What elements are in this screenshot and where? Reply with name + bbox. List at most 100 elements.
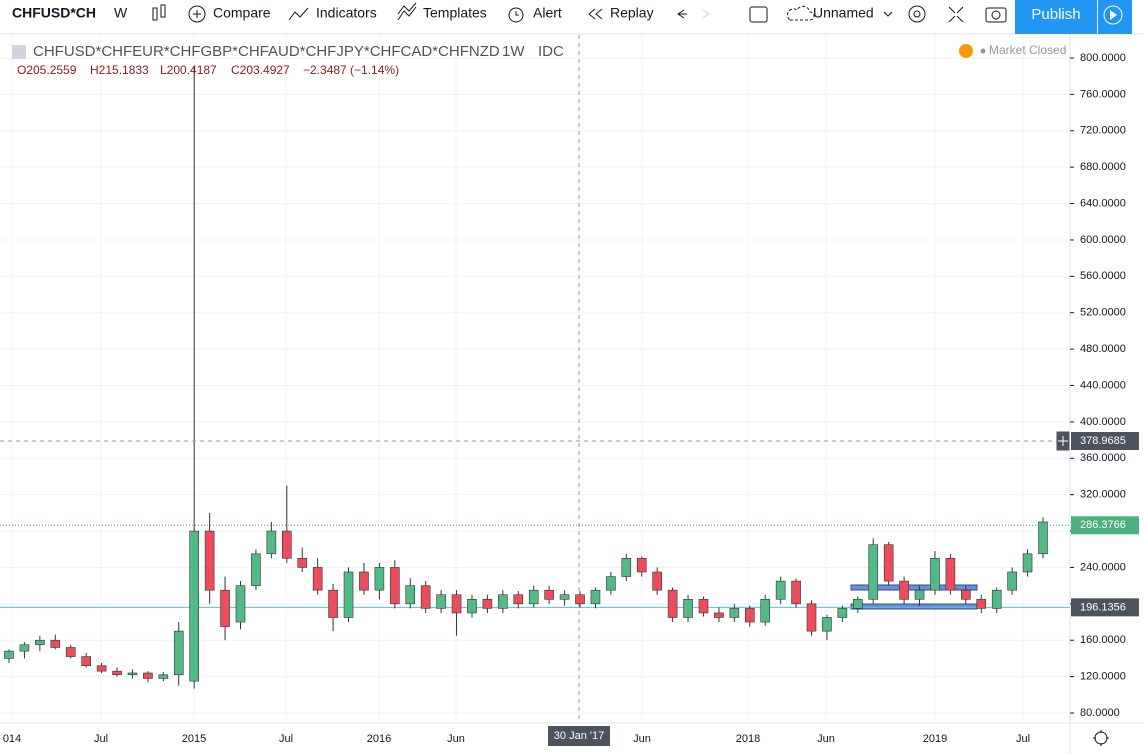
candle-body xyxy=(19,644,30,652)
price-label-bg xyxy=(1071,598,1139,617)
x-tick-label: Jun xyxy=(817,733,835,745)
candle-body xyxy=(667,589,678,618)
candle-body xyxy=(482,598,493,609)
alert-button[interactable]: Alert xyxy=(533,5,562,21)
candle-body xyxy=(714,612,724,618)
price-label: 196.1356 xyxy=(1080,601,1126,613)
candle-body xyxy=(328,589,338,618)
candle-body xyxy=(235,585,246,623)
x-tick-label: Jul xyxy=(279,733,293,745)
chart-interval: 1W xyxy=(502,43,525,60)
y-tick-label: 560.0000 xyxy=(1080,270,1126,282)
x-tick-label: Jul xyxy=(94,733,108,745)
candle-body xyxy=(883,544,894,582)
candle-body xyxy=(806,603,817,632)
indicators-button[interactable]: Indicators xyxy=(316,5,377,21)
x-tick-label: 2016 xyxy=(367,733,391,745)
candle-body xyxy=(374,567,385,591)
candle-body xyxy=(621,558,632,577)
candle-body xyxy=(636,558,647,573)
candle-body xyxy=(4,650,14,659)
y-tick-label: 760.0000 xyxy=(1080,88,1126,100)
candle-body xyxy=(81,656,91,666)
y-tick-label: 600.0000 xyxy=(1080,234,1126,246)
candle-body xyxy=(436,594,446,609)
candle-body xyxy=(312,567,323,591)
y-tick-label: 320.0000 xyxy=(1080,489,1126,501)
chart-title: CHFUSD*CHFEUR*CHFGBP*CHFAUD*CHFJPY*CHFCA… xyxy=(33,43,500,60)
y-tick-label: 360.0000 xyxy=(1080,452,1126,464)
replay-button[interactable]: Replay xyxy=(610,5,654,21)
icons xyxy=(152,2,1007,23)
candle-body xyxy=(498,594,508,609)
candle-body xyxy=(698,598,709,614)
price-label-bg xyxy=(1071,516,1139,535)
candle-body xyxy=(544,589,554,600)
x-tick-label: Jun xyxy=(447,733,465,745)
market-status: Market Closed xyxy=(989,43,1066,57)
x-tick-label: Jul xyxy=(1016,733,1030,745)
publish-button[interactable] xyxy=(1015,0,1097,34)
drawn-rectangle xyxy=(850,603,978,610)
x-tick-label: 2018 xyxy=(736,733,760,745)
candle-body xyxy=(590,589,601,605)
candle-body xyxy=(961,589,971,600)
y-tick-label: 720.0000 xyxy=(1080,125,1126,137)
x-tick-label: 2015 xyxy=(182,733,206,745)
candle-body xyxy=(914,589,925,600)
layout-name[interactable]: Unnamed xyxy=(813,5,874,21)
legend-open: O205.2559 xyxy=(17,63,77,77)
play-button[interactable] xyxy=(1098,0,1132,34)
candle-body xyxy=(976,598,987,609)
interval[interactable]: W xyxy=(114,5,128,21)
candle-body xyxy=(822,617,832,632)
legend-low: L200.4187 xyxy=(160,63,217,77)
candle-body xyxy=(575,594,585,605)
y-tick-label: 120.0000 xyxy=(1080,671,1126,683)
x-tick-label: 2019 xyxy=(923,733,947,745)
symbol[interactable]: CHFUSD*CH xyxy=(12,5,96,21)
candle-body xyxy=(791,580,801,605)
candle-body xyxy=(96,665,107,672)
candle-body xyxy=(359,571,369,591)
candle-body xyxy=(899,580,909,600)
candle-body xyxy=(220,589,230,627)
y-tick-label: 160.0000 xyxy=(1080,634,1126,646)
price-label-bg xyxy=(1071,432,1139,451)
candle-body xyxy=(559,594,570,600)
settings-icon[interactable] xyxy=(1093,730,1109,746)
candle-body xyxy=(35,639,45,646)
candle-body xyxy=(50,639,61,648)
candle-body xyxy=(744,608,755,623)
y-tick-label: 480.0000 xyxy=(1080,343,1126,355)
templates-button[interactable]: Templates xyxy=(423,5,487,21)
candle-body xyxy=(760,598,771,623)
x-tick-label: 014 xyxy=(3,733,21,745)
candle-body xyxy=(281,530,292,559)
candle-body xyxy=(1038,521,1048,555)
candle-body xyxy=(853,598,863,609)
candle-body xyxy=(266,530,277,555)
play-icon xyxy=(1103,5,1123,25)
legend-high: H215.1833 xyxy=(90,63,149,77)
price-label: 286.3766 xyxy=(1080,519,1126,531)
candle-body xyxy=(1007,571,1017,591)
x-tick-label: Jun xyxy=(633,733,651,745)
candle-body xyxy=(729,608,740,618)
candle-body xyxy=(405,585,416,605)
candle-body xyxy=(606,576,616,591)
candle-body xyxy=(143,672,153,679)
candle-body xyxy=(343,571,354,618)
legend-close: C203.4927 xyxy=(231,63,290,77)
candle-body xyxy=(204,530,215,591)
candle-body xyxy=(945,558,956,591)
toolbar xyxy=(0,0,1145,34)
candle-body xyxy=(158,674,169,679)
candle-body xyxy=(390,567,400,605)
legend-change: −2.3487 (−1.14%) xyxy=(303,63,399,77)
candle-body xyxy=(868,544,879,600)
compare-button[interactable]: Compare xyxy=(213,5,271,21)
candle-body xyxy=(65,647,76,657)
y-tick-label: 680.0000 xyxy=(1080,161,1126,173)
candle-body xyxy=(467,598,477,614)
